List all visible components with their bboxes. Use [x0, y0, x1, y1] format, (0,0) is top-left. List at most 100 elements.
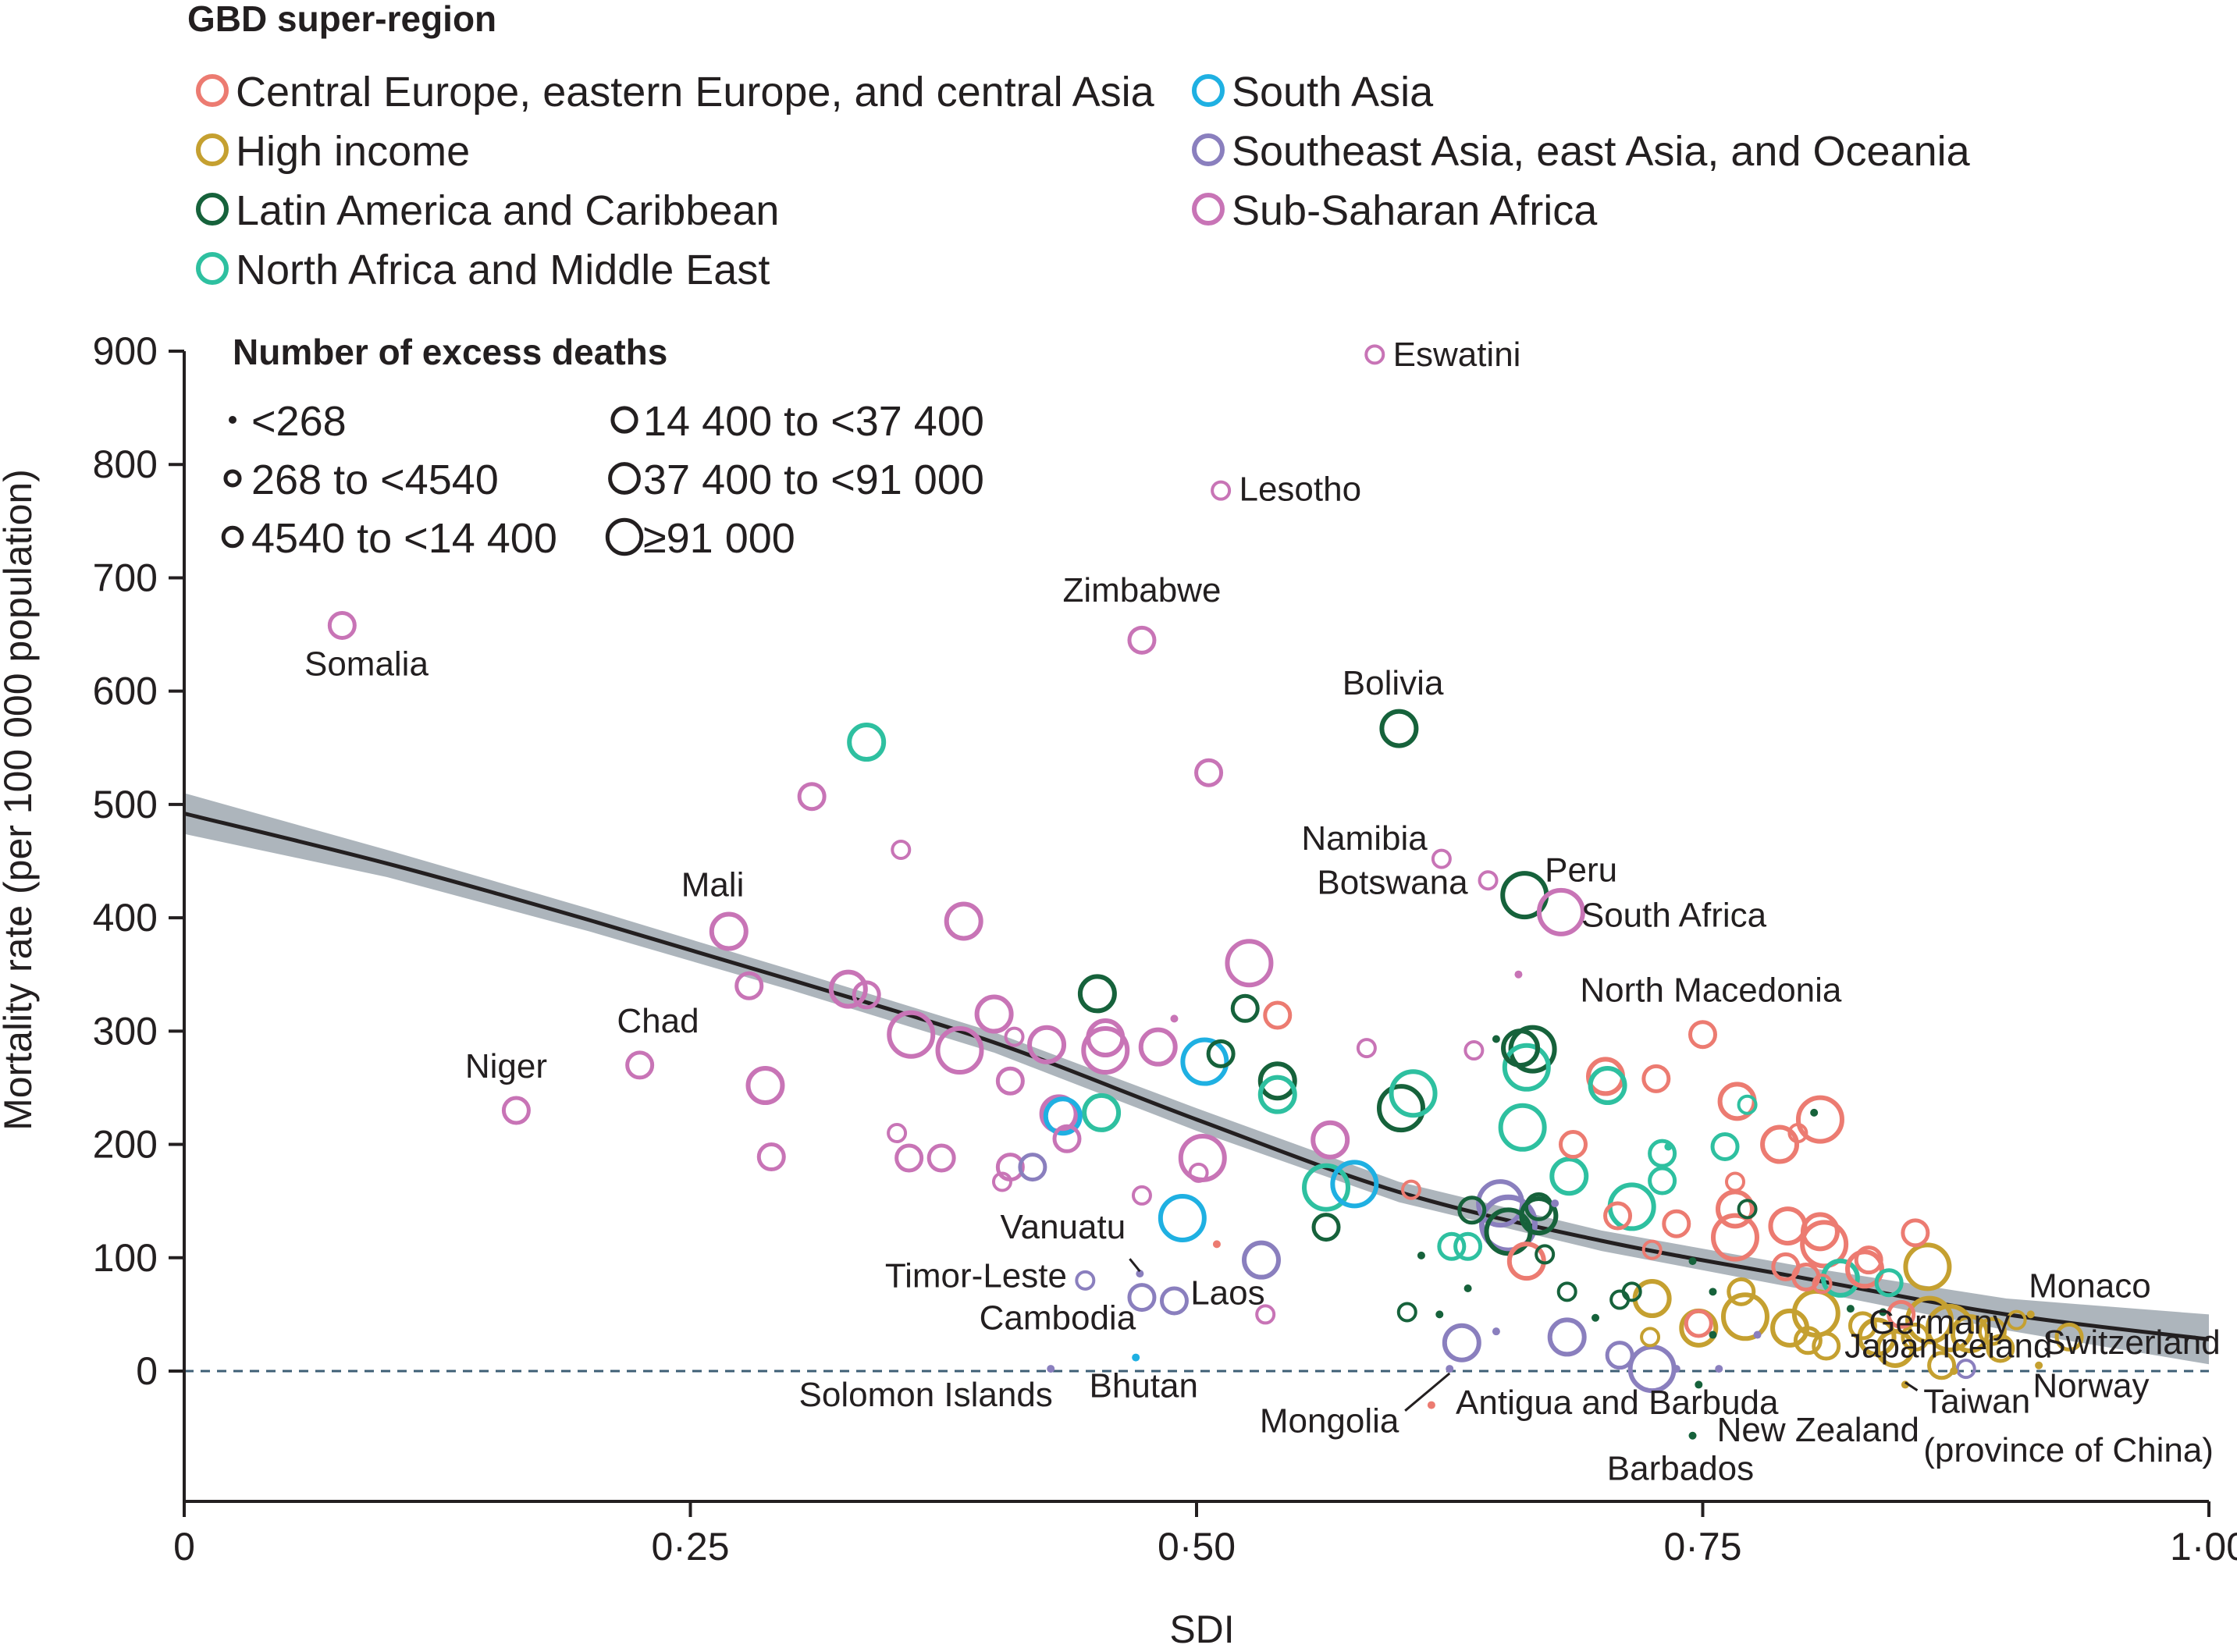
label-province-of-china: (province of China) [1923, 1431, 2214, 1469]
data-point [1442, 1323, 1481, 1362]
data-point [1795, 1095, 1844, 1144]
data-point [1082, 1092, 1122, 1132]
data-point [797, 782, 827, 812]
x-tick-label: 0·25 [651, 1525, 729, 1569]
data-point [1716, 1189, 1755, 1229]
data-point [1592, 1313, 1600, 1322]
y-tick-label: 400 [93, 896, 158, 940]
data-point [1478, 1194, 1538, 1253]
data-point [1800, 1212, 1840, 1252]
data-point [1212, 1240, 1221, 1249]
data-point [1820, 1258, 1860, 1298]
data-point [1476, 1179, 1525, 1228]
label-cambodia: Cambodia [980, 1299, 1136, 1337]
data-point [745, 1066, 785, 1106]
scatter-points [327, 344, 2084, 1440]
y-tick-label: 600 [93, 670, 158, 713]
data-point [1588, 1066, 1627, 1106]
data-point [756, 1142, 786, 1172]
legend-marker-south-asia [1192, 74, 1225, 107]
x-axis-label: SDI [1169, 1608, 1234, 1651]
data-point [1027, 1025, 1067, 1064]
data-point [1874, 1268, 1904, 1298]
data-point [1715, 1365, 1723, 1373]
data-point [1664, 1142, 1673, 1151]
data-point [1257, 1061, 1297, 1101]
data-point [1662, 1209, 1691, 1238]
size-legend-label: ≥91 000 [643, 515, 795, 562]
data-point [1501, 1029, 1541, 1068]
data-point [1547, 1317, 1587, 1357]
label-south-africa: South Africa [1581, 897, 1767, 935]
data-point [1901, 1218, 1930, 1248]
legend-label-central-europe-eastern-europe-and-central-asia: Central Europe, eastern Europe, and cent… [236, 69, 1155, 115]
data-point [995, 1066, 1025, 1096]
data-point [1812, 1331, 1841, 1361]
region-legend-title: GBD super-region [187, 0, 496, 39]
label-germany: Germany [1869, 1303, 2010, 1341]
point-new-zealand [1695, 1380, 1703, 1389]
x-axis: 0 0·25 0·50 0·75 1·00 [173, 1500, 2237, 1569]
data-point [1311, 1120, 1350, 1160]
point-monaco [2026, 1310, 2035, 1319]
label-new-zealand: New Zealand [1717, 1411, 1919, 1449]
point-iceland [1977, 1316, 2007, 1346]
data-point [852, 980, 881, 1010]
data-point [1206, 1039, 1236, 1068]
point-north-macedonia [1688, 1020, 1717, 1050]
data-point [1549, 1156, 1589, 1196]
data-point [828, 969, 868, 1009]
y-tick-label: 900 [93, 329, 158, 373]
label-north-macedonia: North Macedonia [1580, 972, 1842, 1010]
data-point [1672, 1365, 1680, 1373]
label-zimbabwe: Zimbabwe [1062, 571, 1221, 609]
data-point [1688, 1257, 1697, 1266]
data-point [926, 1143, 956, 1173]
data-point [1925, 1303, 1974, 1352]
data-point [1194, 758, 1224, 787]
confidence-band-area [184, 793, 2209, 1365]
point-namibia [1431, 848, 1452, 869]
data-point [1720, 1292, 1769, 1341]
data-point [1986, 1334, 2015, 1363]
legend-marker-latin-america-and-caribbean [196, 193, 229, 226]
point-laos [1159, 1286, 1189, 1316]
legend-marker-sub-saharan-africa [1192, 193, 1225, 226]
data-point [1311, 1213, 1341, 1242]
data-point [1492, 1035, 1500, 1043]
size-legend-marker [221, 525, 244, 549]
data-point [1725, 1171, 1746, 1192]
data-point [1854, 1245, 1883, 1275]
data-point [1330, 1160, 1379, 1209]
data-point [1812, 1274, 1833, 1295]
country-labels: Eswatini Lesotho Somalia Zimbabwe Bolivia Nam… [304, 336, 2221, 1488]
data-point [1004, 1026, 1025, 1047]
data-point [1396, 1302, 1417, 1323]
label-monaco: Monaco [2029, 1267, 2151, 1306]
label-niger: Niger [465, 1047, 547, 1085]
label-japan: Japan [1844, 1327, 1938, 1366]
label-solomon-islands: Solomon Islands [799, 1376, 1053, 1414]
data-point [1498, 1103, 1547, 1152]
legend-label-southeast-asia-east-asia-and-oceania: Southeast Asia, east Asia, and Oceania [1232, 128, 1971, 175]
data-point [1640, 1327, 1661, 1348]
label-switzerland: Switzerland [2043, 1323, 2220, 1362]
legend-label-latin-america-and-caribbean: Latin America and Caribbean [236, 187, 779, 234]
legend-marker-southeast-asia-east-asia-and-oceania [1192, 133, 1225, 166]
point-antigua-and-barbuda [1427, 1401, 1435, 1409]
size-legend-title: Number of excess deaths [233, 332, 667, 372]
y-tick-label: 200 [93, 1123, 158, 1167]
point-zimbabwe [1127, 625, 1157, 655]
point-mali [709, 911, 749, 951]
data-point [974, 994, 1014, 1034]
data-point [1558, 1130, 1588, 1160]
data-point [991, 1171, 1012, 1192]
x-tick-label: 0·50 [1158, 1525, 1236, 1569]
point-somalia [327, 610, 357, 640]
data-point [1535, 1244, 1556, 1265]
legend-label-high-income: High income [236, 128, 470, 175]
data-point [1043, 1096, 1083, 1136]
legend-label-sub-saharan-africa: Sub-Saharan Africa [1232, 187, 1598, 234]
data-point [1710, 1132, 1740, 1161]
